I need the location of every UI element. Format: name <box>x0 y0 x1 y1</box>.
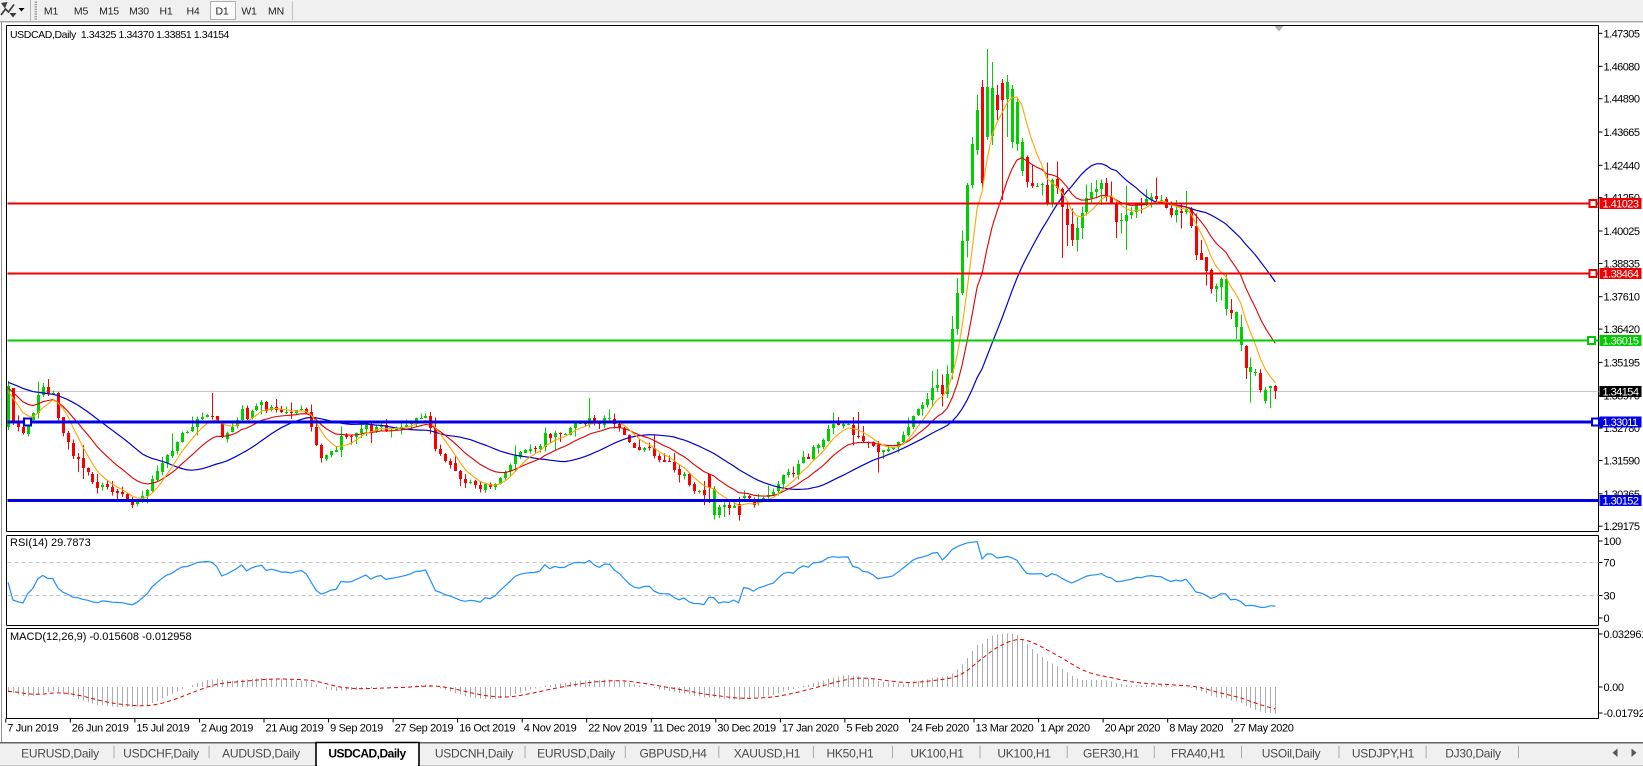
svg-text:30 Dec 2019: 30 Dec 2019 <box>717 723 776 735</box>
svg-text:0.032961: 0.032961 <box>1604 629 1643 641</box>
svg-text:20 Apr 2020: 20 Apr 2020 <box>1105 723 1161 735</box>
svg-text:1.42440: 1.42440 <box>1604 160 1640 172</box>
svg-text:1.35195: 1.35195 <box>1604 357 1640 369</box>
svg-text:USDJPY,H1: USDJPY,H1 <box>1352 747 1415 761</box>
svg-text:7 Jun 2019: 7 Jun 2019 <box>7 723 58 735</box>
svg-text:W1: W1 <box>241 6 257 18</box>
svg-text:1.36015: 1.36015 <box>1603 336 1639 348</box>
svg-text:13 Mar 2020: 13 Mar 2020 <box>976 723 1034 735</box>
svg-text:DJ30,Daily: DJ30,Daily <box>1445 747 1501 761</box>
svg-text:1.43665: 1.43665 <box>1604 127 1640 139</box>
svg-text:MACD(12,26,9) -0.015608 -0.012: MACD(12,26,9) -0.015608 -0.012958 <box>10 631 192 643</box>
svg-text:XAUUSD,H1: XAUUSD,H1 <box>734 747 801 761</box>
svg-text:MN: MN <box>268 6 284 18</box>
svg-text:EURUSD,Daily: EURUSD,Daily <box>537 747 615 761</box>
svg-text:1.41023: 1.41023 <box>1603 199 1639 211</box>
svg-text:EURUSD,Daily: EURUSD,Daily <box>21 747 99 761</box>
svg-text:D1: D1 <box>215 6 228 18</box>
svg-text:0: 0 <box>1604 613 1610 625</box>
svg-text:15 Jul 2019: 15 Jul 2019 <box>136 723 189 735</box>
svg-text:UK100,H1: UK100,H1 <box>910 747 964 761</box>
svg-text:1.31590: 1.31590 <box>1604 456 1640 468</box>
svg-text:2 Aug 2019: 2 Aug 2019 <box>201 723 253 735</box>
svg-text:22 Nov 2019: 22 Nov 2019 <box>588 723 647 735</box>
svg-text:1.30152: 1.30152 <box>1603 496 1639 508</box>
svg-text:27 Sep 2019: 27 Sep 2019 <box>395 723 454 735</box>
svg-text:GER30,H1: GER30,H1 <box>1083 747 1140 761</box>
svg-text:100: 100 <box>1604 536 1622 548</box>
svg-text:UK100,H1: UK100,H1 <box>997 747 1051 761</box>
svg-text:1.38835: 1.38835 <box>1604 258 1640 270</box>
svg-text:11 Dec 2019: 11 Dec 2019 <box>653 723 711 735</box>
svg-text:M5: M5 <box>74 6 89 18</box>
svg-text:24 Feb 2020: 24 Feb 2020 <box>911 723 969 735</box>
svg-text:4 Nov 2019: 4 Nov 2019 <box>524 723 577 735</box>
svg-text:USOil,Daily: USOil,Daily <box>1262 747 1321 761</box>
svg-text:26 Jun 2019: 26 Jun 2019 <box>72 723 129 735</box>
svg-text:USDCHF,Daily: USDCHF,Daily <box>123 747 199 761</box>
svg-text:70: 70 <box>1604 558 1616 570</box>
svg-text:RSI(14) 29.7873: RSI(14) 29.7873 <box>10 537 91 549</box>
svg-text:H4: H4 <box>186 6 199 18</box>
svg-text:M1: M1 <box>44 6 59 18</box>
svg-text:1 Apr 2020: 1 Apr 2020 <box>1040 723 1090 735</box>
svg-text:M15: M15 <box>99 6 119 18</box>
svg-text:1.33011: 1.33011 <box>1603 417 1639 429</box>
svg-text:27 May 2020: 27 May 2020 <box>1234 723 1294 735</box>
svg-text:HK50,H1: HK50,H1 <box>827 747 875 761</box>
svg-text:1.40025: 1.40025 <box>1604 226 1640 238</box>
svg-text:GBPUSD,H4: GBPUSD,H4 <box>639 747 707 761</box>
svg-text:9 Sep 2019: 9 Sep 2019 <box>330 723 383 735</box>
svg-text:-0.017921: -0.017921 <box>1604 708 1643 720</box>
svg-text:17 Jan 2020: 17 Jan 2020 <box>782 723 839 735</box>
svg-text:1.47305: 1.47305 <box>1604 28 1640 40</box>
svg-text:21 Aug 2019: 21 Aug 2019 <box>266 723 324 735</box>
svg-text:30: 30 <box>1604 591 1616 603</box>
svg-text:AUDUSD,Daily: AUDUSD,Daily <box>222 747 300 761</box>
svg-text:1.38464: 1.38464 <box>1603 269 1639 281</box>
svg-text:M30: M30 <box>129 6 149 18</box>
svg-text:USDCAD,Daily: USDCAD,Daily <box>328 747 406 761</box>
svg-text:1.44890: 1.44890 <box>1604 94 1640 106</box>
svg-text:16 Oct 2019: 16 Oct 2019 <box>459 723 515 735</box>
svg-text:1.29175: 1.29175 <box>1604 521 1640 533</box>
svg-text:1.46080: 1.46080 <box>1604 61 1640 73</box>
svg-text:1.34154: 1.34154 <box>1603 387 1639 399</box>
svg-text:H1: H1 <box>159 6 172 18</box>
svg-text:USDCNH,Daily: USDCNH,Daily <box>435 747 514 761</box>
svg-text:1.36420: 1.36420 <box>1604 324 1640 336</box>
svg-text:8 May 2020: 8 May 2020 <box>1169 723 1223 735</box>
svg-text:0.00: 0.00 <box>1604 682 1624 694</box>
svg-text:FRA40,H1: FRA40,H1 <box>1171 747 1226 761</box>
svg-text:5 Feb 2020: 5 Feb 2020 <box>846 723 898 735</box>
svg-text:1.37610: 1.37610 <box>1604 292 1640 304</box>
svg-text:USDCAD,Daily 1.34325 1.34370: USDCAD,Daily 1.34325 1.34370 1.33851 1.3… <box>10 29 230 41</box>
